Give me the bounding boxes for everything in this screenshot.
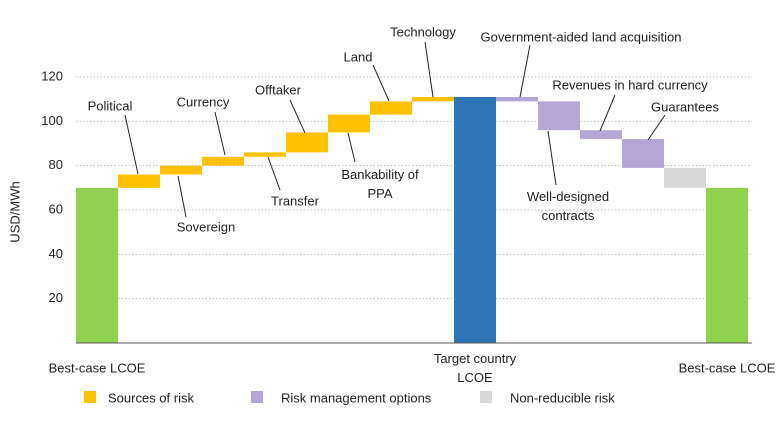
- leader-line: [289, 99, 306, 134]
- bar: [706, 187, 748, 343]
- leader-line: [599, 94, 616, 132]
- x-tick-label: Target country LCOE: [433, 351, 517, 385]
- y-tick-label: 20: [49, 290, 63, 305]
- legend-swatch: [251, 391, 263, 403]
- leader-line: [547, 130, 557, 186]
- y-tick-label: 40: [49, 246, 63, 261]
- leader-line: [177, 175, 187, 218]
- bar: [496, 96, 538, 102]
- leader-line: [519, 44, 531, 98]
- y-tick-label: 60: [49, 201, 63, 216]
- step-label: Bankability of PPA: [341, 167, 419, 201]
- bar: [664, 167, 706, 188]
- bar: [412, 96, 454, 102]
- bar: [370, 101, 412, 115]
- step-label: Transfer: [271, 193, 319, 209]
- leader-line: [372, 64, 390, 102]
- step-label: Offtaker: [254, 82, 302, 98]
- bar: [328, 114, 370, 133]
- bar: [622, 139, 664, 168]
- x-tick-label: Best-case LCOE: [48, 360, 146, 376]
- leader-line: [214, 111, 226, 156]
- y-tick-label: 100: [41, 113, 63, 128]
- leader-line: [424, 41, 434, 98]
- step-label: Currency: [176, 94, 230, 110]
- bar: [580, 130, 622, 140]
- step-label: Government-aided land acquisition: [480, 29, 682, 45]
- legend-label: Sources of risk: [108, 390, 194, 405]
- y-tick-label: 80: [49, 157, 63, 172]
- bar: [118, 174, 160, 188]
- bar: [454, 96, 496, 343]
- step-label: Revenues in hard currency: [552, 77, 708, 93]
- leader-line: [124, 114, 139, 175]
- bar: [538, 101, 580, 131]
- step-label: Well-designed contracts: [526, 189, 610, 223]
- legend-swatch: [480, 391, 492, 403]
- legend-label: Non-reducible risk: [510, 390, 615, 405]
- x-tick-label: Best-case LCOE: [678, 360, 776, 376]
- y-tick-label: 120: [41, 68, 63, 83]
- leader-line: [267, 156, 281, 191]
- bar: [286, 132, 328, 153]
- step-label: Land: [343, 49, 373, 65]
- bar: [202, 156, 244, 166]
- leader-line: [347, 132, 356, 163]
- legend-swatch: [84, 391, 96, 403]
- leader-line: [647, 114, 666, 141]
- y-axis-title: USD/MWh: [7, 181, 22, 242]
- step-label: Guarantees: [651, 99, 719, 115]
- bar: [160, 165, 202, 175]
- step-label: Political: [87, 98, 133, 114]
- step-label: Technology: [390, 24, 456, 40]
- bar: [76, 187, 118, 343]
- legend-label: Risk management options: [281, 390, 432, 405]
- bar: [244, 152, 286, 157]
- step-label: Sovereign: [176, 219, 236, 235]
